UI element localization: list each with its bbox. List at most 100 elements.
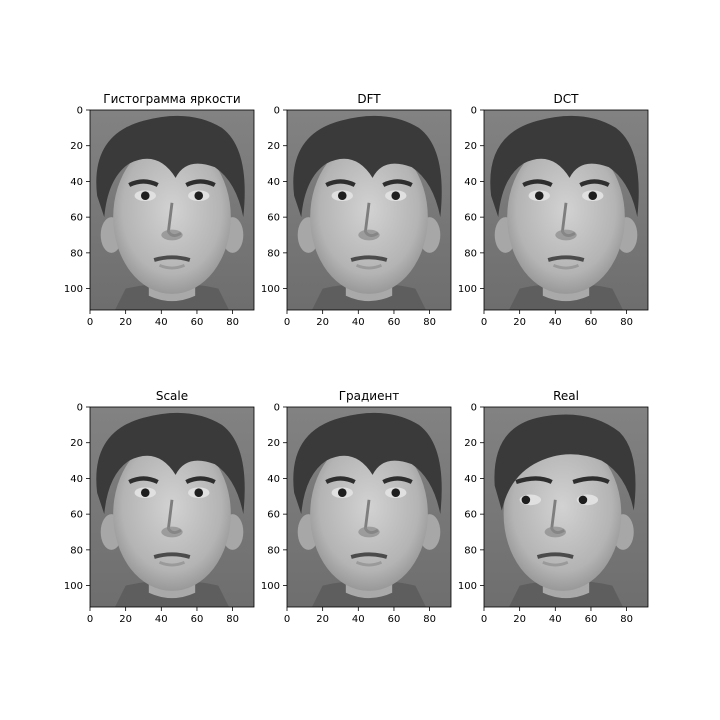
axes-frame (286, 406, 452, 608)
pupil-right (391, 191, 401, 200)
y-tick-label: 20 (70, 141, 83, 152)
y-tick-label: 60 (267, 510, 280, 521)
y-tick-label: 100 (261, 581, 280, 592)
lower-lip (158, 561, 186, 567)
x-tick-label: 40 (352, 614, 365, 625)
eyebrow-right (572, 476, 610, 485)
y-tick-label: 40 (267, 474, 280, 485)
y-tick-label: 100 (261, 284, 280, 295)
eyebrow-left (128, 179, 159, 187)
x-tick-label: 20 (513, 614, 526, 625)
subplot-title: Гистограмма яркости (103, 92, 240, 106)
x-tick-label: 60 (388, 614, 401, 625)
x-tick-label: 40 (549, 614, 562, 625)
nostrils (358, 229, 380, 241)
x-tick-label: 60 (388, 317, 401, 328)
y-tick-label: 20 (464, 141, 477, 152)
pupil-right (391, 488, 401, 497)
nostrils (555, 229, 577, 241)
y-tick-label: 20 (267, 141, 280, 152)
mouth (547, 255, 585, 262)
face-image (484, 407, 648, 607)
y-tick-label: 80 (464, 545, 477, 556)
nostrils (161, 229, 183, 241)
x-tick-label: 20 (513, 317, 526, 328)
eyebrow-left (128, 476, 159, 484)
x-tick-label: 0 (87, 614, 93, 625)
x-tick-label: 40 (352, 317, 365, 328)
pupil-left (140, 488, 150, 497)
subplot: DCT 0 20 40 60 80 0 20 40 60 80 100 (458, 92, 649, 328)
eyebrow-right (185, 179, 216, 187)
y-tick-label: 0 (274, 403, 280, 414)
y-tick-label: 100 (458, 284, 477, 295)
y-tick-label: 100 (64, 284, 83, 295)
face-image (90, 110, 254, 310)
subplot: Гистограмма яркости 0 20 40 60 80 0 20 40 60 80 100 (64, 92, 255, 328)
x-tick-label: 80 (226, 614, 239, 625)
x-tick-label: 60 (191, 317, 204, 328)
x-tick-label: 20 (316, 317, 329, 328)
axes-frame (89, 406, 255, 608)
x-tick-label: 60 (585, 614, 598, 625)
pupil-left (337, 488, 347, 497)
x-tick-label: 80 (620, 317, 633, 328)
x-tick-label: 0 (481, 317, 487, 328)
hair (293, 115, 442, 218)
y-tick-label: 100 (64, 581, 83, 592)
eyebrow-left (325, 179, 356, 187)
eyebrow-left (325, 476, 356, 484)
subplot-title: DFT (357, 92, 381, 106)
hair (96, 412, 245, 515)
eyebrow-left (522, 179, 553, 187)
hair (490, 115, 639, 218)
pupil-right (194, 488, 204, 497)
axes-frame (286, 109, 452, 311)
y-tick-label: 40 (267, 177, 280, 188)
y-tick-label: 40 (70, 177, 83, 188)
pupil-left (521, 495, 531, 505)
x-tick-label: 0 (284, 317, 290, 328)
x-tick-label: 80 (226, 317, 239, 328)
y-tick-label: 80 (70, 248, 83, 259)
x-tick-label: 40 (549, 317, 562, 328)
pupil-left (534, 191, 544, 200)
y-tick-label: 0 (471, 106, 477, 117)
eyebrow-right (579, 179, 610, 187)
y-tick-label: 60 (464, 213, 477, 224)
subplot-title: DCT (554, 92, 580, 106)
mouth (350, 552, 388, 559)
pupil-right (578, 495, 588, 505)
lower-lip (355, 561, 383, 567)
face-image (287, 110, 451, 310)
face (310, 140, 428, 294)
y-tick-label: 0 (77, 403, 83, 414)
mouth (536, 552, 574, 559)
y-tick-label: 40 (464, 177, 477, 188)
nostrils (358, 526, 380, 538)
y-tick-label: 60 (70, 213, 83, 224)
x-tick-label: 20 (119, 614, 132, 625)
face (310, 437, 428, 591)
pupil-left (140, 191, 150, 200)
y-tick-label: 20 (464, 438, 477, 449)
face (113, 140, 231, 294)
subplot: Scale 0 20 40 60 80 0 20 40 60 80 100 (64, 389, 255, 625)
y-tick-label: 20 (70, 438, 83, 449)
mouth (153, 552, 191, 559)
nostrils (161, 526, 183, 538)
x-tick-label: 80 (620, 614, 633, 625)
subplot-title: Real (553, 389, 579, 403)
face-image (287, 407, 451, 607)
eyebrow-left (515, 476, 553, 485)
y-tick-label: 0 (274, 106, 280, 117)
mouth (153, 255, 191, 262)
face-image (90, 407, 254, 607)
subplot: Real 0 20 40 60 80 0 20 40 60 80 100 (458, 389, 649, 625)
y-tick-label: 80 (464, 248, 477, 259)
y-tick-label: 80 (70, 545, 83, 556)
axes-frame (483, 406, 649, 608)
x-tick-label: 0 (481, 614, 487, 625)
x-tick-label: 40 (155, 317, 168, 328)
